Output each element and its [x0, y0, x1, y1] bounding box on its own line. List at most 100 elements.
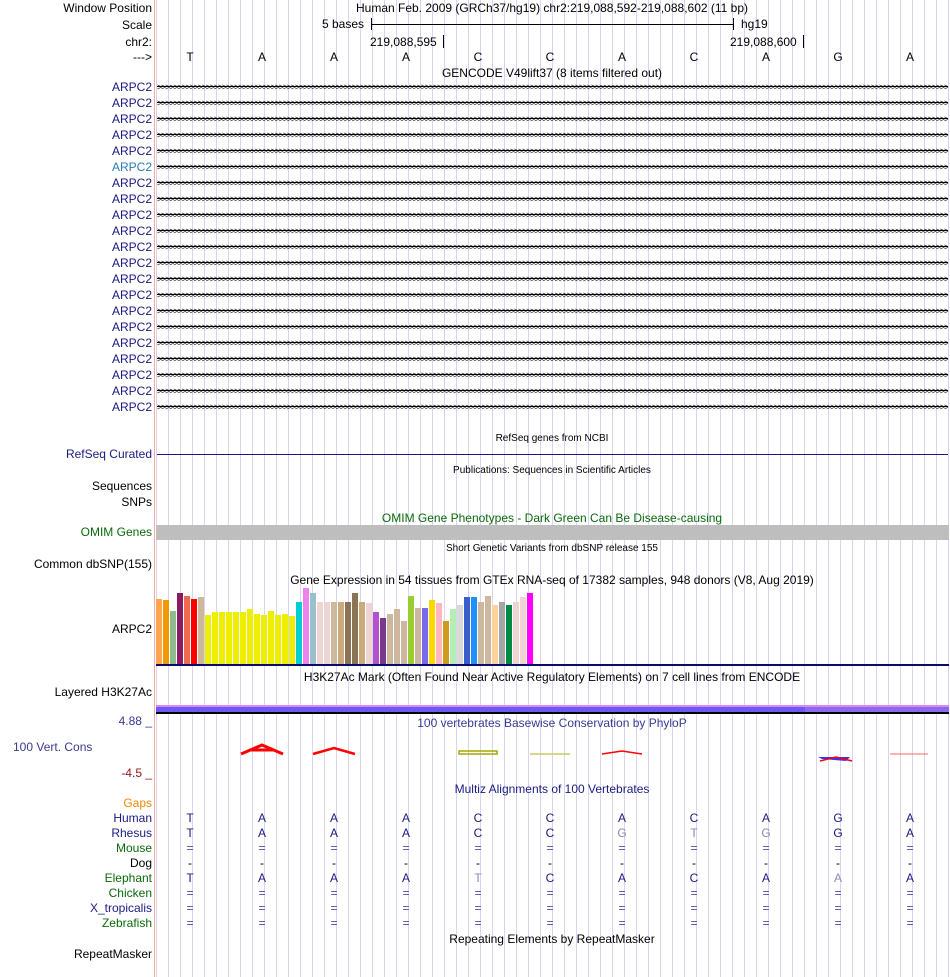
gtex-bar[interactable] — [268, 611, 274, 664]
h3k27ac-signal[interactable] — [156, 707, 805, 713]
gene-model[interactable]: >>>>>>>>>>>>>>>>>>>>>>>>>>>>>>>>>>>>>>>>… — [157, 290, 948, 300]
gene-model[interactable]: >>>>>>>>>>>>>>>>>>>>>>>>>>>>>>>>>>>>>>>>… — [157, 178, 948, 188]
gene-label[interactable]: ARPC2 — [111, 272, 152, 286]
gene-model[interactable]: >>>>>>>>>>>>>>>>>>>>>>>>>>>>>>>>>>>>>>>>… — [157, 354, 948, 364]
gtex-bar[interactable] — [282, 614, 288, 664]
gtex-bar[interactable] — [331, 602, 337, 664]
gene-model[interactable]: >>>>>>>>>>>>>>>>>>>>>>>>>>>>>>>>>>>>>>>>… — [157, 242, 948, 252]
gene-model[interactable]: >>>>>>>>>>>>>>>>>>>>>>>>>>>>>>>>>>>>>>>>… — [157, 322, 948, 332]
gtex-bar[interactable] — [163, 600, 169, 664]
gene-label[interactable]: ARPC2 — [111, 128, 152, 142]
gene-model[interactable]: >>>>>>>>>>>>>>>>>>>>>>>>>>>>>>>>>>>>>>>>… — [157, 338, 948, 348]
gtex-bar[interactable] — [464, 597, 470, 664]
gtex-bar[interactable] — [324, 602, 330, 664]
gtex-bar[interactable] — [254, 614, 260, 664]
gene-label[interactable]: ARPC2 — [111, 224, 152, 238]
gene-label[interactable]: ARPC2 — [111, 352, 152, 366]
gene-model[interactable]: >>>>>>>>>>>>>>>>>>>>>>>>>>>>>>>>>>>>>>>>… — [157, 386, 948, 396]
gene-model[interactable]: >>>>>>>>>>>>>>>>>>>>>>>>>>>>>>>>>>>>>>>>… — [157, 98, 948, 108]
gtex-bar-chart[interactable] — [156, 588, 536, 664]
gene-label[interactable]: ARPC2 — [111, 160, 152, 174]
gtex-bar[interactable] — [219, 612, 225, 664]
gtex-bar[interactable] — [345, 602, 351, 664]
gtex-bar[interactable] — [352, 593, 358, 664]
gtex-bar[interactable] — [527, 593, 533, 664]
gtex-bar[interactable] — [513, 602, 519, 664]
gtex-bar[interactable] — [289, 616, 295, 664]
gene-model[interactable]: >>>>>>>>>>>>>>>>>>>>>>>>>>>>>>>>>>>>>>>>… — [157, 162, 948, 172]
gene-label[interactable]: ARPC2 — [111, 240, 152, 254]
gene-label[interactable]: ARPC2 — [111, 192, 152, 206]
gene-model[interactable]: >>>>>>>>>>>>>>>>>>>>>>>>>>>>>>>>>>>>>>>>… — [157, 226, 948, 236]
gene-label[interactable]: ARPC2 — [111, 336, 152, 350]
h3k27ac-label[interactable]: Layered H3K27Ac — [54, 685, 152, 699]
gtex-bar[interactable] — [310, 593, 316, 664]
species-label[interactable]: Dog — [129, 856, 152, 870]
gtex-bar[interactable] — [205, 615, 211, 664]
gene-label[interactable]: ARPC2 — [111, 320, 152, 334]
gtex-bar[interactable] — [429, 600, 435, 664]
gene-label[interactable]: ARPC2 — [111, 288, 152, 302]
gtex-bar[interactable] — [450, 609, 456, 664]
snps-label[interactable]: SNPs — [121, 495, 152, 509]
h3k27ac-signal-right[interactable] — [805, 707, 949, 713]
gene-label[interactable]: ARPC2 — [111, 176, 152, 190]
gene-label[interactable]: ARPC2 — [111, 208, 152, 222]
gene-label[interactable]: ARPC2 — [111, 384, 152, 398]
gtex-bar[interactable] — [457, 605, 463, 664]
gtex-bar[interactable] — [303, 588, 309, 664]
gtex-bar[interactable] — [415, 608, 421, 664]
gtex-bar[interactable] — [506, 605, 512, 664]
gene-model[interactable]: >>>>>>>>>>>>>>>>>>>>>>>>>>>>>>>>>>>>>>>>… — [157, 130, 948, 140]
gene-label[interactable]: ARPC2 — [111, 400, 152, 414]
gtex-bar[interactable] — [394, 609, 400, 664]
gtex-bar[interactable] — [401, 621, 407, 664]
gtex-bar[interactable] — [317, 602, 323, 664]
dbsnp-label[interactable]: Common dbSNP(155) — [33, 557, 152, 571]
gtex-bar[interactable] — [373, 612, 379, 664]
gtex-bar[interactable] — [422, 608, 428, 664]
species-label[interactable]: X_tropicalis — [89, 901, 152, 915]
gtex-bar[interactable] — [233, 612, 239, 664]
gtex-bar[interactable] — [240, 612, 246, 664]
gtex-bar[interactable] — [478, 602, 484, 664]
gtex-bar[interactable] — [408, 596, 414, 664]
species-label[interactable]: Human — [113, 811, 152, 825]
gtex-bar[interactable] — [471, 597, 477, 664]
gene-model[interactable]: >>>>>>>>>>>>>>>>>>>>>>>>>>>>>>>>>>>>>>>>… — [157, 210, 948, 220]
gene-label[interactable]: ARPC2 — [111, 96, 152, 110]
gene-label[interactable]: ARPC2 — [111, 304, 152, 318]
gtex-bar[interactable] — [191, 599, 197, 664]
gtex-label[interactable]: ARPC2 — [111, 622, 152, 636]
gtex-bar[interactable] — [492, 605, 498, 664]
gtex-bar[interactable] — [387, 614, 393, 664]
gene-label[interactable]: ARPC2 — [111, 112, 152, 126]
gene-model[interactable]: >>>>>>>>>>>>>>>>>>>>>>>>>>>>>>>>>>>>>>>>… — [157, 274, 948, 284]
repeatmasker-label[interactable]: RepeatMasker — [73, 947, 152, 961]
species-label[interactable]: Mouse — [115, 841, 152, 855]
species-label[interactable]: Elephant — [104, 871, 152, 885]
omim-gene-bar[interactable] — [156, 525, 949, 540]
species-label[interactable]: Zebrafish — [101, 916, 152, 930]
gene-label[interactable]: ARPC2 — [111, 256, 152, 270]
gtex-bar[interactable] — [247, 609, 253, 664]
gtex-bar[interactable] — [261, 615, 267, 664]
gtex-bar[interactable] — [380, 618, 386, 664]
gene-model[interactable]: >>>>>>>>>>>>>>>>>>>>>>>>>>>>>>>>>>>>>>>>… — [157, 402, 948, 412]
gene-model[interactable]: >>>>>>>>>>>>>>>>>>>>>>>>>>>>>>>>>>>>>>>>… — [157, 370, 948, 380]
gtex-bar[interactable] — [226, 612, 232, 664]
gtex-bar[interactable] — [198, 597, 204, 664]
omim-label[interactable]: OMIM Genes — [80, 525, 152, 539]
gene-model[interactable]: >>>>>>>>>>>>>>>>>>>>>>>>>>>>>>>>>>>>>>>>… — [157, 194, 948, 204]
gtex-bar[interactable] — [359, 602, 365, 664]
phylop-label[interactable]: 100 Vert. Cons — [13, 740, 93, 754]
gene-model[interactable]: >>>>>>>>>>>>>>>>>>>>>>>>>>>>>>>>>>>>>>>>… — [157, 258, 948, 268]
gtex-bar[interactable] — [296, 602, 302, 664]
gtex-bar[interactable] — [443, 621, 449, 664]
gene-model[interactable]: >>>>>>>>>>>>>>>>>>>>>>>>>>>>>>>>>>>>>>>>… — [157, 82, 948, 92]
gene-label[interactable]: ARPC2 — [111, 80, 152, 94]
gene-model[interactable]: >>>>>>>>>>>>>>>>>>>>>>>>>>>>>>>>>>>>>>>>… — [157, 306, 948, 316]
gtex-bar[interactable] — [499, 602, 505, 664]
species-label[interactable]: Rhesus — [111, 826, 152, 840]
gtex-bar[interactable] — [156, 599, 162, 664]
